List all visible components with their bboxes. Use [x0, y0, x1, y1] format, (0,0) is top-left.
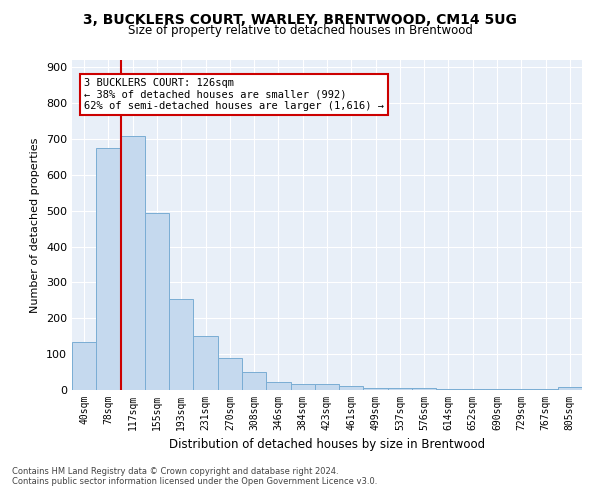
- Bar: [169, 299, 193, 390]
- Text: Contains HM Land Registry data © Crown copyright and database right 2024.: Contains HM Land Registry data © Crown c…: [12, 467, 338, 476]
- Bar: [339, 386, 364, 390]
- Bar: [145, 213, 169, 390]
- Bar: [315, 384, 339, 390]
- X-axis label: Distribution of detached houses by size in Brentwood: Distribution of detached houses by size …: [169, 438, 485, 452]
- Bar: [388, 388, 412, 390]
- Text: Contains public sector information licensed under the Open Government Licence v3: Contains public sector information licen…: [12, 477, 377, 486]
- Bar: [121, 136, 145, 390]
- Text: 3, BUCKLERS COURT, WARLEY, BRENTWOOD, CM14 5UG: 3, BUCKLERS COURT, WARLEY, BRENTWOOD, CM…: [83, 12, 517, 26]
- Bar: [266, 382, 290, 390]
- Bar: [193, 336, 218, 390]
- Bar: [290, 384, 315, 390]
- Bar: [96, 148, 121, 390]
- Text: Size of property relative to detached houses in Brentwood: Size of property relative to detached ho…: [128, 24, 472, 37]
- Bar: [364, 388, 388, 390]
- Bar: [242, 372, 266, 390]
- Bar: [412, 388, 436, 390]
- Bar: [218, 358, 242, 390]
- Bar: [72, 342, 96, 390]
- Y-axis label: Number of detached properties: Number of detached properties: [31, 138, 40, 312]
- Text: 3 BUCKLERS COURT: 126sqm
← 38% of detached houses are smaller (992)
62% of semi-: 3 BUCKLERS COURT: 126sqm ← 38% of detach…: [84, 78, 384, 111]
- Bar: [558, 387, 582, 390]
